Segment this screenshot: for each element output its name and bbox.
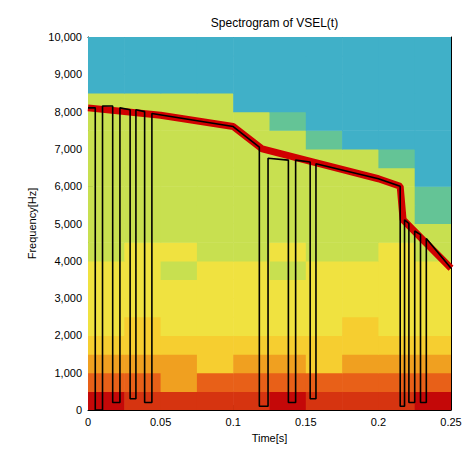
svg-text:1,000: 1,000 (54, 367, 82, 379)
svg-text:0: 0 (85, 416, 91, 428)
svg-text:Time[s]: Time[s] (252, 432, 288, 444)
svg-text:Spectrogram of VSEL(t): Spectrogram of VSEL(t) (211, 16, 338, 30)
svg-text:0.2: 0.2 (371, 416, 386, 428)
svg-text:8,000: 8,000 (54, 106, 82, 118)
svg-text:0.05: 0.05 (150, 416, 171, 428)
svg-text:0.1: 0.1 (226, 416, 241, 428)
svg-text:0: 0 (76, 404, 82, 416)
svg-text:10,000: 10,000 (48, 31, 82, 43)
svg-text:Frequency[Hz]: Frequency[Hz] (26, 188, 38, 260)
svg-text:3,000: 3,000 (54, 292, 82, 304)
svg-text:9,000: 9,000 (54, 68, 82, 80)
svg-text:7,000: 7,000 (54, 143, 82, 155)
svg-text:2,000: 2,000 (54, 329, 82, 341)
svg-text:5,000: 5,000 (54, 218, 82, 230)
svg-text:4,000: 4,000 (54, 255, 82, 267)
svg-text:6,000: 6,000 (54, 180, 82, 192)
svg-text:0.25: 0.25 (440, 416, 461, 428)
svg-text:0.15: 0.15 (295, 416, 316, 428)
